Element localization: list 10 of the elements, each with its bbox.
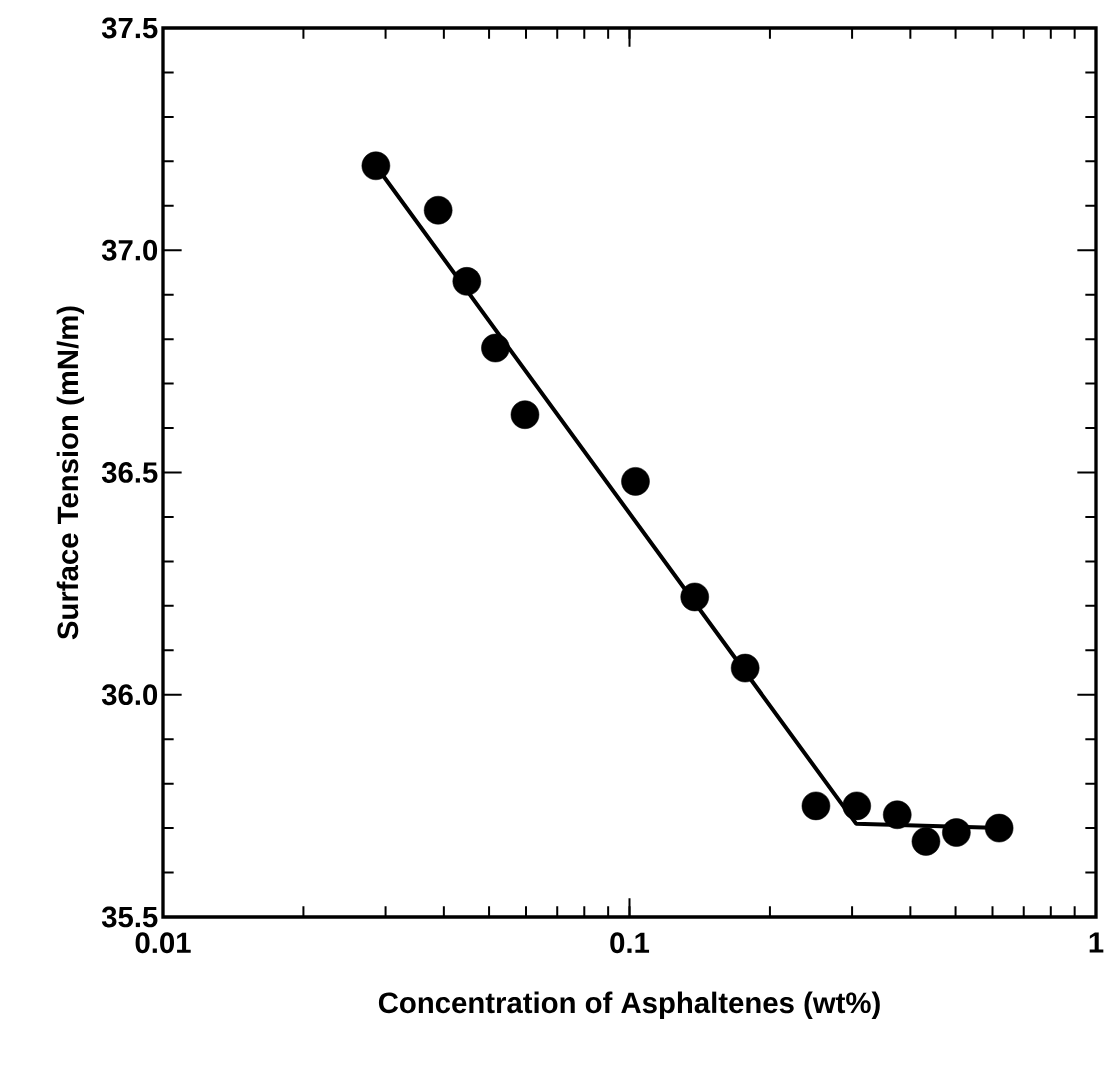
y-tick-label: 35.5 bbox=[101, 906, 158, 928]
y-tick-label: 37.0 bbox=[101, 239, 158, 261]
y-tick-label: 36.0 bbox=[101, 684, 158, 706]
y-tick-label: 36.5 bbox=[101, 462, 158, 483]
x-tick-label: 1 bbox=[1089, 932, 1104, 953]
x-axis-title: Concentration of Asphaltenes (wt%) bbox=[378, 991, 880, 1019]
y-tick-label: 37.5 bbox=[101, 17, 158, 39]
y-axis-title: Surface Tension (mN/m) bbox=[56, 306, 85, 640]
x-tick-label: 0.01 bbox=[135, 932, 191, 954]
x-tick-label: 0.1 bbox=[610, 932, 650, 954]
